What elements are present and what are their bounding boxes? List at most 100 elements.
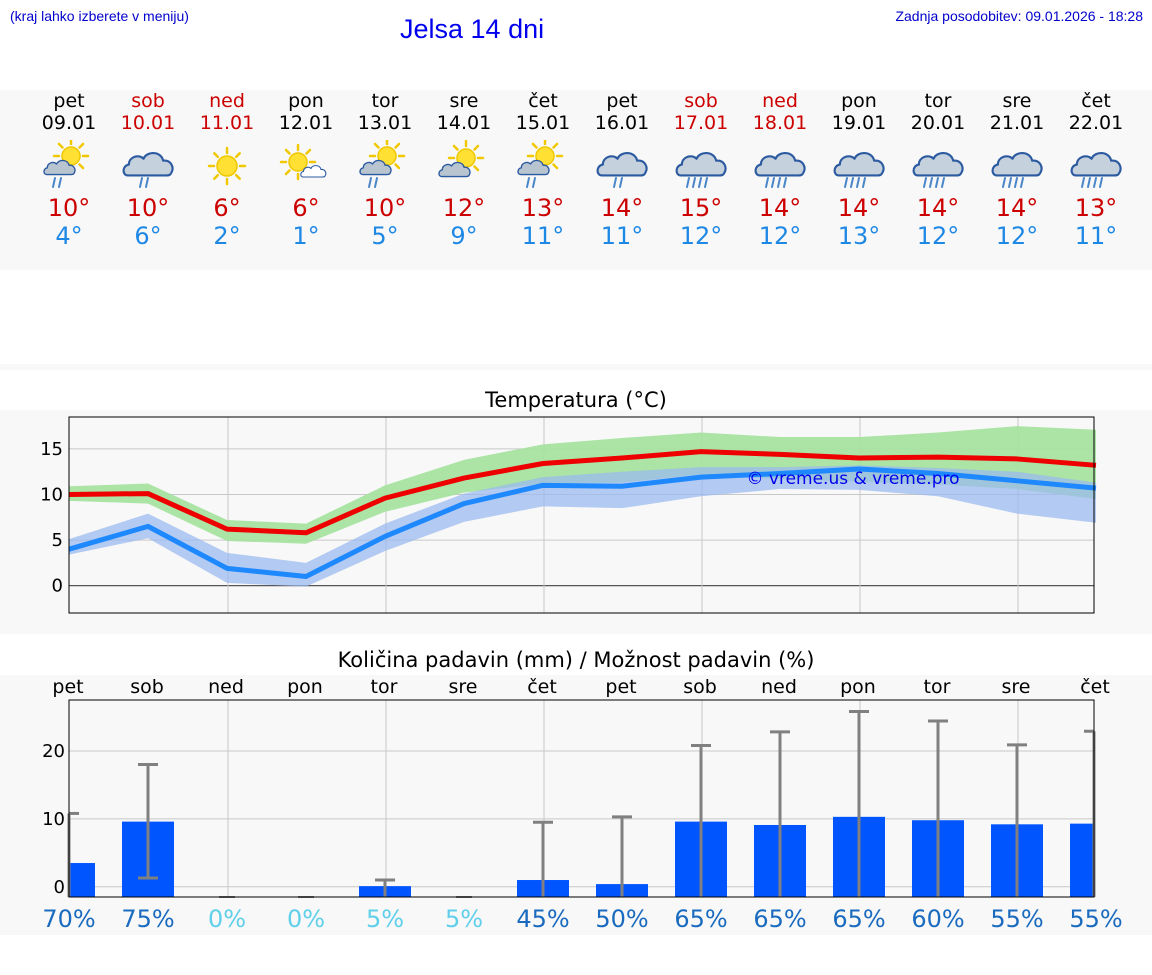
max-temperature: 6° [292, 194, 320, 222]
precipitation-bar [69, 863, 95, 897]
min-temperature: 9° [450, 222, 478, 250]
min-temperature: 1° [292, 222, 320, 250]
forecast-day: čet 15.01 13° 11° [503, 90, 583, 250]
day-date: 18.01 [752, 112, 808, 134]
sun-cloud-icon [424, 134, 504, 194]
day-date: 13.01 [357, 112, 413, 134]
max-temperature: 14° [758, 194, 802, 222]
day-date: 22.01 [1068, 112, 1124, 134]
x-tick-label: pet [605, 676, 636, 698]
cloud-heavy-rain-icon [977, 134, 1057, 194]
cloud-heavy-rain-icon [819, 134, 899, 194]
max-temperature: 6° [213, 194, 241, 222]
watermark: © vreme.us & vreme.pro [746, 469, 959, 489]
min-temperature-line [68, 466, 1097, 580]
x-tick-label: pon [287, 676, 323, 698]
sun-cloud-rain-icon [345, 134, 425, 194]
day-date: 16.01 [594, 112, 650, 134]
x-tick-label: čet [527, 676, 557, 698]
precipitation-probability: 5% [366, 905, 404, 933]
min-temperature: 12° [758, 222, 802, 250]
precipitation-probability: 55% [990, 905, 1043, 933]
max-temperature: 12° [442, 194, 486, 222]
precipitation-chart-title: Količina padavin (mm) / Možnost padavin … [337, 648, 815, 672]
forecast-day: sob 17.01 15° 12° [661, 90, 741, 250]
y-tick-label: 20 [42, 741, 65, 762]
max-temperature: 10° [126, 194, 170, 222]
day-date: 09.01 [41, 112, 97, 134]
forecast-day: pet 16.01 14° 11° [582, 90, 662, 250]
min-temperature: 11° [1074, 222, 1118, 250]
last-updated: Zadnja posodobitev: 09.01.2026 - 18:28 [895, 8, 1143, 24]
forecast-day: tor 20.01 14° 12° [898, 90, 978, 250]
precipitation-probability: 0% [208, 905, 246, 933]
day-name: ned [762, 90, 798, 112]
max-temperature: 15° [679, 194, 723, 222]
min-temperature: 12° [995, 222, 1039, 250]
day-date: 14.01 [436, 112, 492, 134]
precipitation-probability: 65% [674, 905, 727, 933]
day-date: 10.01 [120, 112, 176, 134]
y-tick-label: 15 [40, 439, 63, 460]
min-temperature-band [69, 465, 1096, 587]
precipitation-bar [1070, 823, 1094, 897]
forecast-day: čet 22.01 13° 11° [1056, 90, 1136, 250]
min-temperature: 11° [521, 222, 565, 250]
max-temperature: 14° [837, 194, 881, 222]
precipitation-probability: 70% [42, 905, 95, 933]
day-name: pon [288, 90, 324, 112]
sun-cloud-rain-icon [29, 134, 109, 194]
precipitation-probability: 0% [287, 905, 325, 933]
forecast-day: pet 09.01 10° 4° [29, 90, 109, 250]
precipitation-probability: 65% [753, 905, 806, 933]
day-name: sob [684, 90, 718, 112]
day-name: sre [1002, 90, 1032, 112]
max-temperature: 13° [521, 194, 565, 222]
day-name: sob [131, 90, 165, 112]
temperature-chart: 0 5 10 15 © vreme.us & vreme.pro [40, 416, 1097, 614]
separator-band [0, 364, 1152, 370]
day-name: pet [606, 90, 638, 112]
max-temperature: 14° [916, 194, 960, 222]
cloud-rain-icon [582, 134, 662, 194]
forecast-day: sob 10.01 10° 6° [108, 90, 188, 250]
day-date: 19.01 [831, 112, 887, 134]
min-temperature: 13° [837, 222, 881, 250]
x-tick-label: sob [683, 676, 717, 698]
precipitation-probability: 50% [595, 905, 648, 933]
min-temperature: 11° [600, 222, 644, 250]
plot-frame [68, 699, 1095, 898]
max-temperature: 14° [600, 194, 644, 222]
x-tick-label: sob [130, 676, 164, 698]
day-date: 11.01 [199, 112, 255, 134]
min-temperature: 12° [916, 222, 960, 250]
max-temperature: 14° [995, 194, 1039, 222]
x-tick-label: ned [761, 676, 797, 698]
y-tick-label: 10 [40, 484, 63, 505]
sun-small-cloud-icon [266, 134, 346, 194]
forecast-day: ned 11.01 6° 2° [187, 90, 267, 250]
precipitation-probability: 55% [1069, 905, 1122, 933]
y-tick-label: 0 [54, 877, 65, 898]
day-name: čet [1081, 90, 1111, 112]
cloud-heavy-rain-icon [740, 134, 820, 194]
precipitation-probability: 75% [121, 905, 174, 933]
forecast-band [0, 90, 1152, 270]
day-name: sre [449, 90, 479, 112]
precipitation-probability: 65% [832, 905, 885, 933]
max-temperature: 10° [363, 194, 407, 222]
max-temperature: 10° [47, 194, 91, 222]
forecast-day: pon 19.01 14° 13° [819, 90, 899, 250]
min-temperature: 2° [213, 222, 241, 250]
day-date: 17.01 [673, 112, 729, 134]
x-tick-label: tor [371, 676, 398, 698]
precipitation-probability: 5% [445, 905, 483, 933]
y-tick-label: 10 [42, 809, 65, 830]
x-tick-label: pet [52, 676, 83, 698]
precipitation-chart: pet sob ned pon tor sre čet pet sob ned pon tor sre č… [42, 676, 1123, 933]
day-name: pon [841, 90, 877, 112]
cloud-heavy-rain-icon [898, 134, 978, 194]
forecast-day: ned 18.01 14° 12° [740, 90, 820, 250]
day-name: pet [53, 90, 85, 112]
forecast-day: pon 12.01 6° 1° [266, 90, 346, 250]
